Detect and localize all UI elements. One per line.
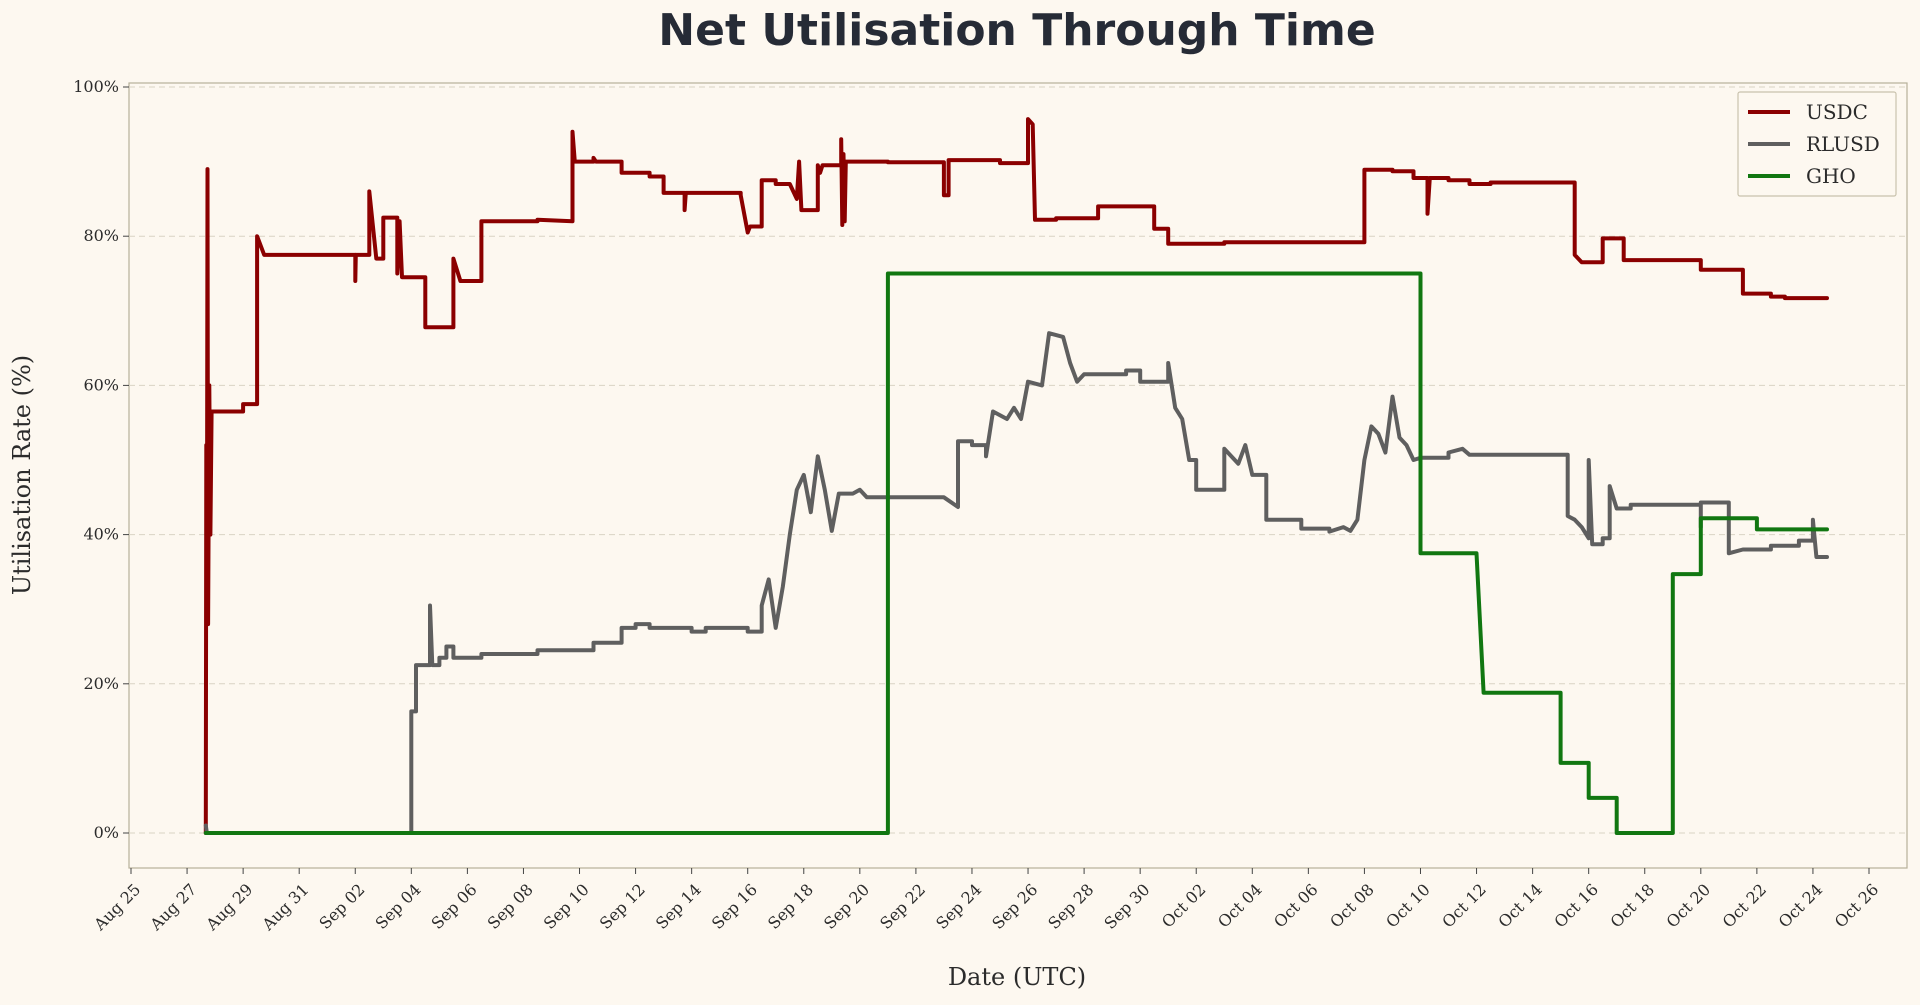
series-line-gho <box>203 271 1829 835</box>
x-tick-label: Oct 06 <box>1270 880 1322 932</box>
x-tick-label: Oct 22 <box>1719 880 1771 932</box>
x-tick-label: Oct 18 <box>1606 880 1658 932</box>
plot-area <box>128 82 1908 869</box>
legend-label-usdc: USDC <box>1806 100 1868 124</box>
x-tick-label: Sep 28 <box>1044 880 1097 933</box>
x-tick-label: Sep 06 <box>428 880 481 933</box>
x-tick-label: Sep 26 <box>988 880 1041 933</box>
plot-frame <box>128 82 1908 869</box>
x-tick-label: Sep 02 <box>315 880 368 933</box>
y-axis-label: Utilisation Rate (%) <box>8 355 36 595</box>
x-tick-label: Sep 30 <box>1100 880 1153 933</box>
x-tick-label: Sep 08 <box>484 880 537 933</box>
x-tick-label: Sep 12 <box>596 880 649 933</box>
x-tick-label: Sep 16 <box>708 880 761 933</box>
legend-box <box>1737 91 1897 197</box>
legend-label-rlusd: RLUSD <box>1806 132 1880 156</box>
x-tick-label: Oct 16 <box>1550 880 1602 932</box>
x-tick-label: Oct 08 <box>1326 880 1378 932</box>
y-tick-label: 0% <box>94 823 119 842</box>
y-tick-label: 80% <box>83 226 119 245</box>
x-tick-label: Sep 20 <box>820 880 873 933</box>
x-tick-label: Oct 02 <box>1158 880 1210 932</box>
legend: USDC RLUSD GHO <box>1737 91 1897 197</box>
series-lines <box>203 117 1829 835</box>
series-line-rlusd <box>203 331 1829 835</box>
x-tick-label: Sep 18 <box>764 880 817 933</box>
x-tick-label: Aug 25 <box>89 880 144 935</box>
x-tick-label: Sep 14 <box>652 880 705 933</box>
y-tick-label: 60% <box>83 375 119 394</box>
x-tick-label: Oct 14 <box>1494 880 1546 932</box>
x-tick-label: Sep 22 <box>876 880 929 933</box>
x-tick-label: Oct 24 <box>1775 880 1827 932</box>
y-tick-label: 40% <box>83 525 119 544</box>
y-axis-ticks: 0% 20% 40% 60% 80% 100% <box>73 77 129 842</box>
x-tick-label: Aug 27 <box>146 880 201 935</box>
x-tick-label: Oct 04 <box>1214 880 1266 932</box>
x-tick-label: Oct 12 <box>1438 880 1490 932</box>
x-tick-label: Sep 24 <box>932 880 985 933</box>
legend-label-gho: GHO <box>1806 164 1856 188</box>
x-tick-label: Sep 10 <box>540 880 593 933</box>
x-tick-label: Oct 26 <box>1831 880 1883 932</box>
x-tick-label: Aug 29 <box>202 880 257 935</box>
x-axis-ticks: Aug 25 Aug 27 Aug 29 Aug 31 Sep 02 Sep 04 Sep … <box>89 868 1882 935</box>
y-tick-label: 100% <box>73 77 119 96</box>
chart-title: Net Utilisation Through Time <box>658 5 1375 56</box>
x-tick-label: Sep 04 <box>372 880 425 933</box>
x-tick-label: Oct 10 <box>1382 880 1434 932</box>
y-tick-label: 20% <box>83 674 119 693</box>
x-tick-label: Aug 31 <box>258 880 313 935</box>
x-axis-label: Date (UTC) <box>948 963 1086 991</box>
x-tick-label: Oct 20 <box>1663 880 1715 932</box>
series-line-usdc <box>203 117 1829 835</box>
